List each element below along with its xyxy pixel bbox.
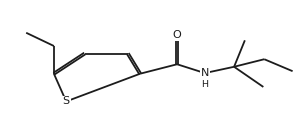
Text: H: H xyxy=(201,80,208,89)
Text: O: O xyxy=(173,30,181,40)
Text: N: N xyxy=(201,68,209,78)
Text: S: S xyxy=(63,96,70,106)
